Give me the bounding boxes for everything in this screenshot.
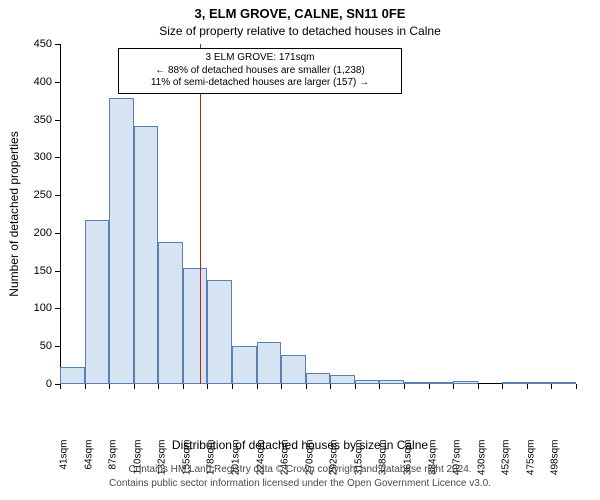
histogram-bar bbox=[158, 242, 183, 384]
y-axis-label: Number of detached properties bbox=[7, 49, 21, 214]
x-tick-mark bbox=[306, 384, 307, 389]
x-tick-mark bbox=[109, 384, 110, 389]
footer-line-2: Contains public sector information licen… bbox=[0, 478, 600, 489]
plot-area: 05010015020025030035040045041sqm64sqm87s… bbox=[60, 44, 576, 384]
y-tick-mark bbox=[55, 120, 60, 121]
histogram-bar bbox=[453, 381, 478, 384]
x-axis-label: Distribution of detached houses by size … bbox=[0, 438, 600, 452]
annotation-property: 3 ELM GROVE: 171sqm bbox=[125, 52, 395, 65]
histogram-bar bbox=[109, 98, 134, 384]
histogram-bar bbox=[134, 126, 159, 384]
y-tick-label: 450 bbox=[22, 38, 52, 50]
histogram-bar bbox=[85, 220, 110, 384]
x-tick-mark bbox=[453, 384, 454, 389]
x-tick-mark bbox=[60, 384, 61, 389]
x-tick-mark bbox=[158, 384, 159, 389]
x-tick-mark bbox=[257, 384, 258, 389]
histogram-bar bbox=[60, 367, 85, 384]
histogram-bar bbox=[527, 382, 552, 384]
reference-line bbox=[200, 44, 201, 384]
x-tick-mark bbox=[379, 384, 380, 389]
x-tick-mark bbox=[134, 384, 135, 389]
annotation-larger: 11% of semi-detached houses are larger (… bbox=[125, 77, 395, 90]
x-tick-mark bbox=[527, 384, 528, 389]
x-tick-mark bbox=[502, 384, 503, 389]
y-tick-mark bbox=[55, 233, 60, 234]
x-tick-mark bbox=[576, 384, 577, 389]
histogram-bar bbox=[330, 375, 355, 384]
y-tick-label: 50 bbox=[22, 340, 52, 352]
histogram-bar bbox=[257, 342, 282, 384]
y-tick-mark bbox=[55, 308, 60, 309]
y-tick-label: 300 bbox=[22, 151, 52, 163]
y-tick-mark bbox=[55, 44, 60, 45]
chart-title-address: 3, ELM GROVE, CALNE, SN11 0FE bbox=[0, 6, 600, 21]
histogram-bar bbox=[355, 380, 380, 384]
histogram-bar bbox=[183, 268, 208, 384]
x-tick-mark bbox=[330, 384, 331, 389]
annotation-smaller: ← 88% of detached houses are smaller (1,… bbox=[125, 65, 395, 78]
y-tick-mark bbox=[55, 346, 60, 347]
x-tick-mark bbox=[281, 384, 282, 389]
x-tick-mark bbox=[478, 384, 479, 389]
footer-line-1: Contains HM Land Registry data © Crown c… bbox=[0, 464, 600, 475]
y-tick-label: 200 bbox=[22, 227, 52, 239]
y-tick-mark bbox=[55, 271, 60, 272]
chart-subtitle: Size of property relative to detached ho… bbox=[0, 24, 600, 38]
histogram-bar bbox=[207, 280, 232, 384]
histogram-bar bbox=[306, 373, 331, 384]
x-tick-mark bbox=[404, 384, 405, 389]
y-tick-mark bbox=[55, 195, 60, 196]
y-tick-label: 100 bbox=[22, 302, 52, 314]
histogram-bar bbox=[281, 355, 306, 384]
x-tick-mark bbox=[207, 384, 208, 389]
x-tick-mark bbox=[183, 384, 184, 389]
x-tick-mark bbox=[355, 384, 356, 389]
histogram-bar bbox=[502, 382, 527, 384]
histogram-bar bbox=[379, 380, 404, 384]
y-tick-label: 350 bbox=[22, 114, 52, 126]
y-tick-mark bbox=[55, 157, 60, 158]
histogram-bar bbox=[404, 382, 429, 384]
y-tick-label: 250 bbox=[22, 189, 52, 201]
x-tick-mark bbox=[551, 384, 552, 389]
y-tick-label: 400 bbox=[22, 76, 52, 88]
x-tick-mark bbox=[85, 384, 86, 389]
x-tick-mark bbox=[429, 384, 430, 389]
annotation-box: 3 ELM GROVE: 171sqm ← 88% of detached ho… bbox=[118, 48, 402, 94]
histogram-bar bbox=[429, 382, 454, 384]
y-axis bbox=[60, 44, 61, 384]
histogram-bar bbox=[551, 382, 576, 384]
x-tick-mark bbox=[232, 384, 233, 389]
chart-container: { "titles": { "line1": "3, ELM GROVE, CA… bbox=[0, 0, 600, 500]
y-tick-mark bbox=[55, 82, 60, 83]
y-tick-label: 0 bbox=[22, 378, 52, 390]
histogram-bar bbox=[232, 346, 257, 384]
y-tick-label: 150 bbox=[22, 265, 52, 277]
